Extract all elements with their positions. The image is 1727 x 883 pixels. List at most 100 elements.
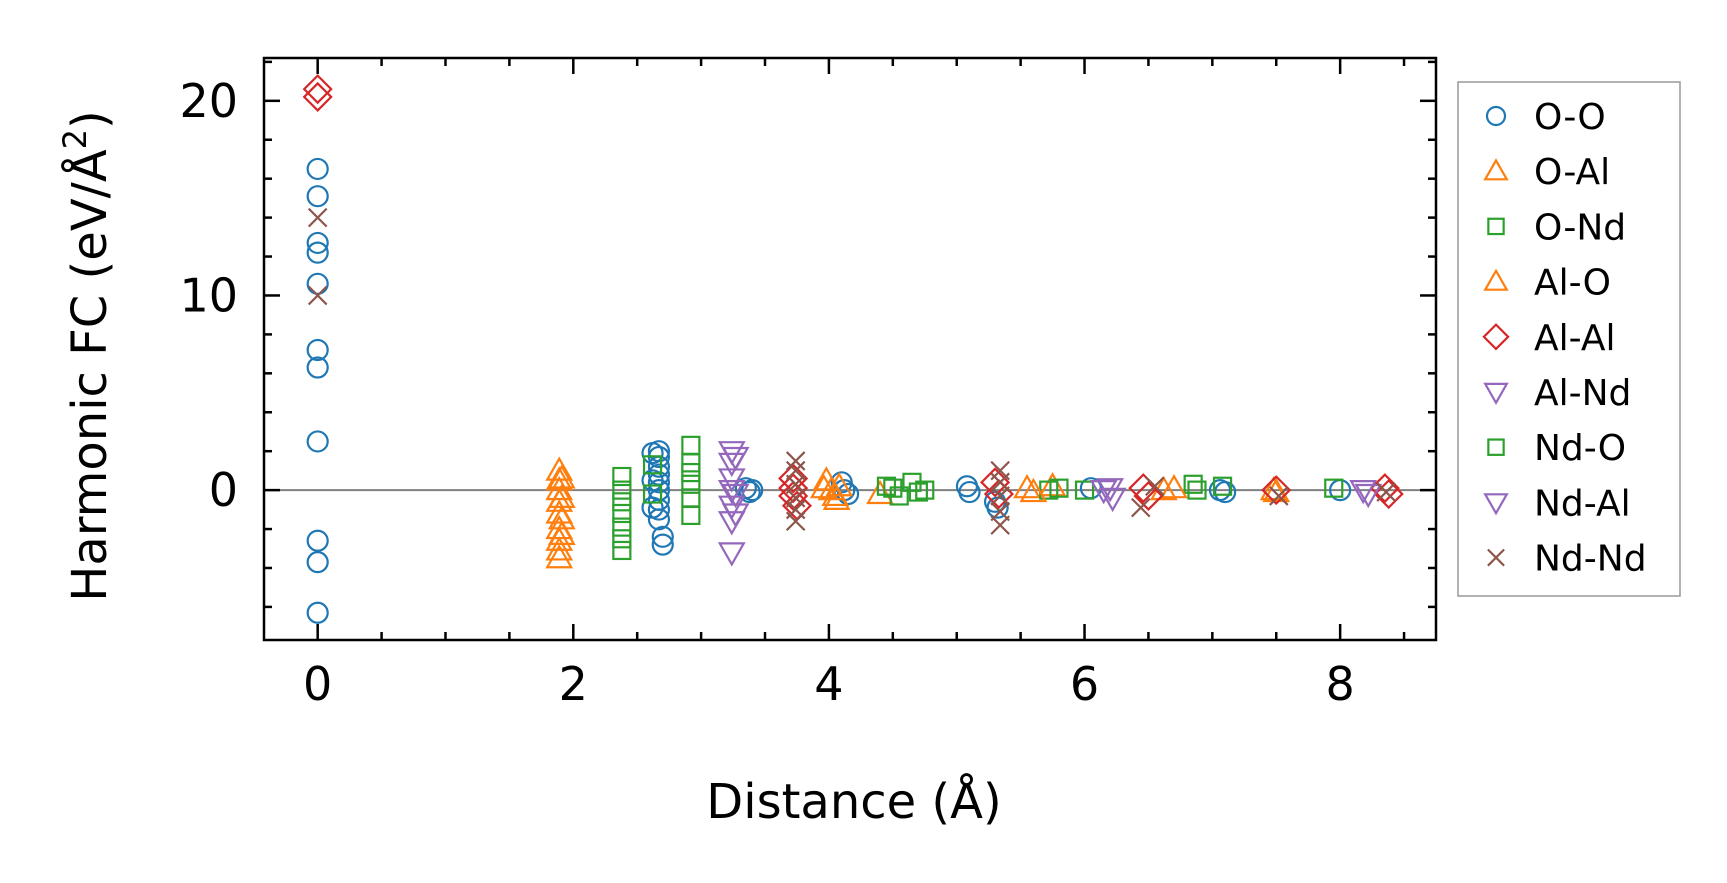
data-point <box>641 469 664 492</box>
data-point <box>717 542 746 567</box>
data-point <box>545 544 574 569</box>
x-tick-label: 2 <box>559 657 588 711</box>
data-point <box>612 466 632 487</box>
data-point <box>612 540 632 561</box>
data-point <box>306 430 329 453</box>
data-point <box>1349 480 1378 505</box>
data-point <box>681 505 701 526</box>
data-point <box>1133 480 1164 512</box>
legend-item: Nd-O <box>1487 428 1626 469</box>
legend-marker <box>1483 268 1509 291</box>
data-point <box>1160 473 1188 499</box>
data-point <box>681 463 701 483</box>
data-point <box>1049 478 1069 498</box>
data-point <box>1376 482 1396 502</box>
data-point <box>307 207 328 228</box>
data-point <box>958 480 981 504</box>
data-point <box>785 511 806 532</box>
x-tick-label: 0 <box>303 657 332 711</box>
data-point <box>717 468 746 493</box>
plot-frame <box>262 56 1438 642</box>
data-point <box>1098 487 1127 513</box>
series-o-al <box>545 456 1288 569</box>
data-point <box>1261 475 1292 506</box>
data-point <box>612 529 632 549</box>
data-point <box>1369 473 1400 504</box>
data-point <box>681 435 701 455</box>
series-nd-al <box>721 446 1383 528</box>
data-point <box>1145 476 1165 497</box>
data-point <box>990 486 1010 506</box>
data-point <box>642 484 663 504</box>
data-point <box>876 476 897 496</box>
data-point <box>641 496 664 519</box>
legend-item: O-O <box>1485 97 1606 138</box>
x-axis-label: Distance (Å) <box>706 773 1001 830</box>
y-axis-label: Harmonic FC (eV/Å2) <box>56 110 118 602</box>
data-point <box>717 480 746 505</box>
data-point <box>785 460 806 481</box>
legend-label: Nd-Nd <box>1534 539 1647 580</box>
legend-marker <box>1485 105 1507 127</box>
data-point <box>306 157 329 181</box>
legend-marker <box>1483 158 1509 181</box>
data-point <box>306 551 329 574</box>
data-point <box>915 480 935 500</box>
legend-label: O-O <box>1534 97 1606 138</box>
legend-item: Nd-Nd <box>1487 539 1647 580</box>
data-point <box>1013 473 1041 499</box>
y-tick-label: 20 <box>179 74 238 128</box>
data-point <box>306 185 329 208</box>
data-point <box>821 481 850 507</box>
legend-marker <box>1482 323 1510 351</box>
legend-label: O-Nd <box>1534 207 1626 248</box>
data-point <box>302 81 333 112</box>
data-point <box>306 231 329 255</box>
data-point <box>741 479 764 502</box>
data-point <box>1038 472 1067 497</box>
y-axis-label-superscript: 2 <box>56 129 94 149</box>
data-point <box>306 338 329 362</box>
data-point <box>612 503 632 524</box>
data-point <box>825 472 854 497</box>
data-point <box>681 453 701 473</box>
y-axis-label-close: ) <box>62 110 118 129</box>
data-point <box>721 446 750 472</box>
series-nd-nd <box>307 207 1396 535</box>
data-point <box>681 474 701 494</box>
legend: O-O O-Al O-Nd Al-O Al-Al Al-Nd Nd-O Nd-Al Nd-Nd <box>1457 81 1681 597</box>
data-point <box>545 475 574 501</box>
legend-label: Nd-Al <box>1534 483 1631 524</box>
data-point <box>306 529 329 552</box>
legend-label: Al-Nd <box>1534 373 1631 414</box>
data-point <box>1183 474 1203 494</box>
legend-label: Al-Al <box>1534 318 1615 359</box>
data-point <box>1130 497 1151 518</box>
data-point <box>1074 480 1095 500</box>
data-point <box>612 480 632 500</box>
legend-marker <box>1487 548 1505 567</box>
data-point <box>721 483 750 509</box>
legend-item: Al-Nd <box>1483 373 1631 414</box>
data-point <box>306 241 329 264</box>
data-point <box>809 473 838 499</box>
x-tick-label: 4 <box>814 657 843 711</box>
data-point <box>307 285 328 306</box>
series-al-o <box>547 464 1291 545</box>
data-point <box>990 501 1010 522</box>
legend-marker <box>1487 217 1505 236</box>
data-point <box>1324 478 1344 498</box>
data-point <box>908 482 928 502</box>
series-o-o <box>306 157 1352 624</box>
data-point <box>866 479 894 505</box>
data-point <box>836 482 860 506</box>
data-point <box>306 272 329 295</box>
series-nd-o <box>642 455 1344 504</box>
data-point <box>651 525 674 548</box>
legend-item: Nd-Al <box>1483 483 1631 524</box>
legend-item: O-Al <box>1483 152 1610 193</box>
legend-marker <box>1483 493 1509 516</box>
data-point <box>785 474 806 495</box>
legend-label: O-Al <box>1534 152 1610 193</box>
